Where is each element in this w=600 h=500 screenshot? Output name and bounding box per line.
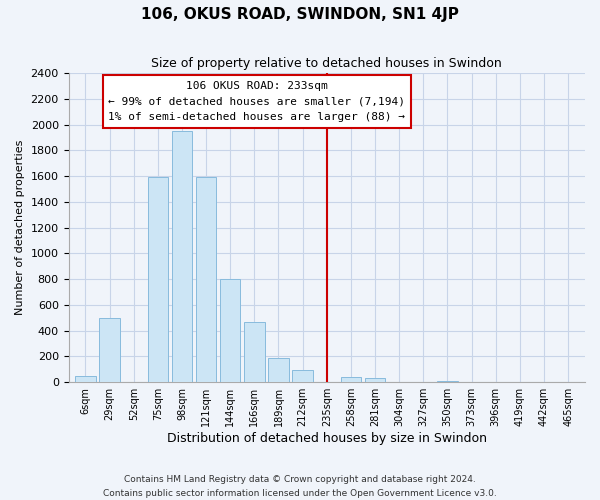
Bar <box>437 381 458 382</box>
Bar <box>292 370 313 382</box>
Y-axis label: Number of detached properties: Number of detached properties <box>15 140 25 316</box>
Bar <box>148 178 168 382</box>
Bar <box>244 322 265 382</box>
X-axis label: Distribution of detached houses by size in Swindon: Distribution of detached houses by size … <box>167 432 487 445</box>
Text: 106 OKUS ROAD: 233sqm
← 99% of detached houses are smaller (7,194)
1% of semi-de: 106 OKUS ROAD: 233sqm ← 99% of detached … <box>108 81 405 122</box>
Text: Contains HM Land Registry data © Crown copyright and database right 2024.
Contai: Contains HM Land Registry data © Crown c… <box>103 476 497 498</box>
Bar <box>220 279 241 382</box>
Text: 106, OKUS ROAD, SWINDON, SN1 4JP: 106, OKUS ROAD, SWINDON, SN1 4JP <box>141 8 459 22</box>
Bar <box>365 378 385 382</box>
Title: Size of property relative to detached houses in Swindon: Size of property relative to detached ho… <box>151 58 502 70</box>
Bar <box>172 131 192 382</box>
Bar <box>268 358 289 382</box>
Bar <box>196 178 217 382</box>
Bar <box>99 318 120 382</box>
Bar <box>341 377 361 382</box>
Bar <box>75 376 95 382</box>
